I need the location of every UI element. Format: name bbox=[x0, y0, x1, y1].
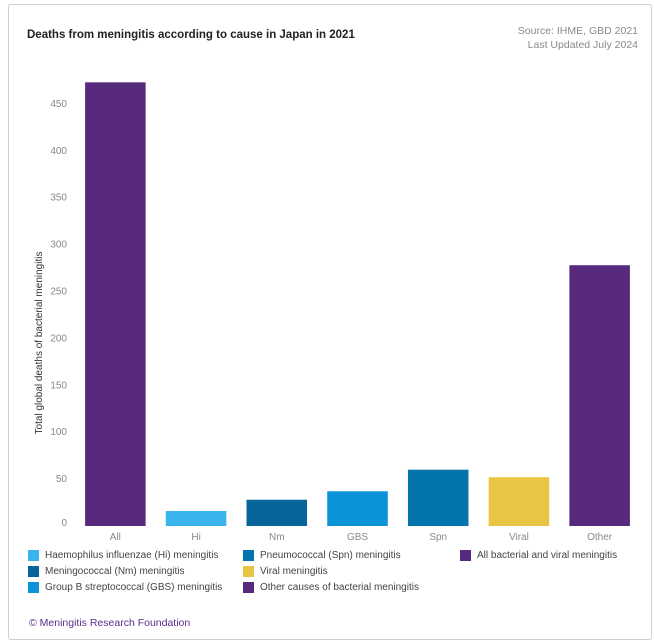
x-tick-label: Spn bbox=[429, 532, 447, 543]
y-tick-label: 350 bbox=[50, 193, 67, 204]
y-tick-label: 300 bbox=[50, 240, 67, 251]
legend-label: Haemophilus influenzae (Hi) meningitis bbox=[45, 550, 219, 561]
bar-spn[interactable] bbox=[407, 469, 469, 526]
bar-hi[interactable] bbox=[165, 510, 227, 526]
y-tick-label: 50 bbox=[56, 474, 68, 485]
legend-swatch bbox=[243, 550, 254, 561]
footer-credit: © Meningitis Research Foundation bbox=[29, 617, 191, 629]
legend-label: Other causes of bacterial meningitis bbox=[260, 582, 419, 593]
bar-chart: 0 50 100 150 200 250 300 350 400 450 Total global … bbox=[34, 82, 630, 543]
y-tick-label: 450 bbox=[50, 99, 67, 110]
y-tick-label: 400 bbox=[50, 146, 67, 157]
legend-item[interactable]: Haemophilus influenzae (Hi) meningitis bbox=[28, 550, 218, 561]
legend-item[interactable]: Viral meningitis bbox=[243, 566, 328, 577]
bar-nm[interactable] bbox=[246, 499, 308, 526]
legend-item[interactable]: Group B streptococcal (GBS) meningitis bbox=[28, 582, 222, 593]
bar-all[interactable] bbox=[85, 82, 146, 527]
legend-swatch bbox=[28, 582, 39, 593]
x-tick-label: Viral bbox=[509, 532, 529, 543]
legend-label: Viral meningitis bbox=[260, 566, 328, 577]
legend-label: Pneumococcal (Spn) meningitis bbox=[260, 550, 401, 561]
legend-label: All bacterial and viral meningitis bbox=[477, 550, 618, 561]
y-tick-label: 200 bbox=[50, 333, 67, 344]
last-updated-line: Last Updated July 2024 bbox=[527, 39, 638, 51]
legend-swatch bbox=[28, 550, 39, 561]
y-tick-label: 150 bbox=[50, 380, 67, 391]
y-axis-title: Total global deaths of bacterial meningi… bbox=[34, 252, 45, 435]
legend-label: Group B streptococcal (GBS) meningitis bbox=[45, 582, 223, 593]
source-line: Source: IHME, GBD 2021 bbox=[517, 25, 638, 37]
legend-item[interactable]: Pneumococcal (Spn) meningitis bbox=[243, 550, 401, 561]
bar-gbs[interactable] bbox=[327, 491, 388, 526]
bar-viral[interactable] bbox=[488, 477, 550, 526]
y-tick-label: 0 bbox=[61, 518, 67, 529]
legend-label: Meningococcal (Nm) meningitis bbox=[45, 566, 185, 577]
y-tick-label: 250 bbox=[50, 287, 67, 298]
legend-swatch bbox=[243, 566, 254, 577]
x-tick-label: Nm bbox=[269, 532, 285, 543]
x-tick-label: Hi bbox=[191, 532, 200, 543]
x-tick-label: GBS bbox=[347, 532, 368, 543]
source-note: Source: IHME, GBD 2021 Last Updated July… bbox=[518, 24, 638, 52]
legend-swatch bbox=[460, 550, 471, 561]
legend-item[interactable]: All bacterial and viral meningitis bbox=[460, 550, 617, 561]
legend-swatch bbox=[28, 566, 39, 577]
chart-title: Deaths from meningitis according to caus… bbox=[27, 29, 355, 41]
x-tick-label: All bbox=[110, 532, 121, 543]
x-tick-label: Other bbox=[587, 532, 613, 543]
legend-item[interactable]: Other causes of bacterial meningitis bbox=[243, 582, 419, 593]
legend-item[interactable]: Meningococcal (Nm) meningitis bbox=[28, 566, 185, 577]
legend-swatch bbox=[243, 582, 254, 593]
bar-other[interactable] bbox=[569, 265, 630, 526]
y-tick-label: 100 bbox=[50, 427, 67, 438]
